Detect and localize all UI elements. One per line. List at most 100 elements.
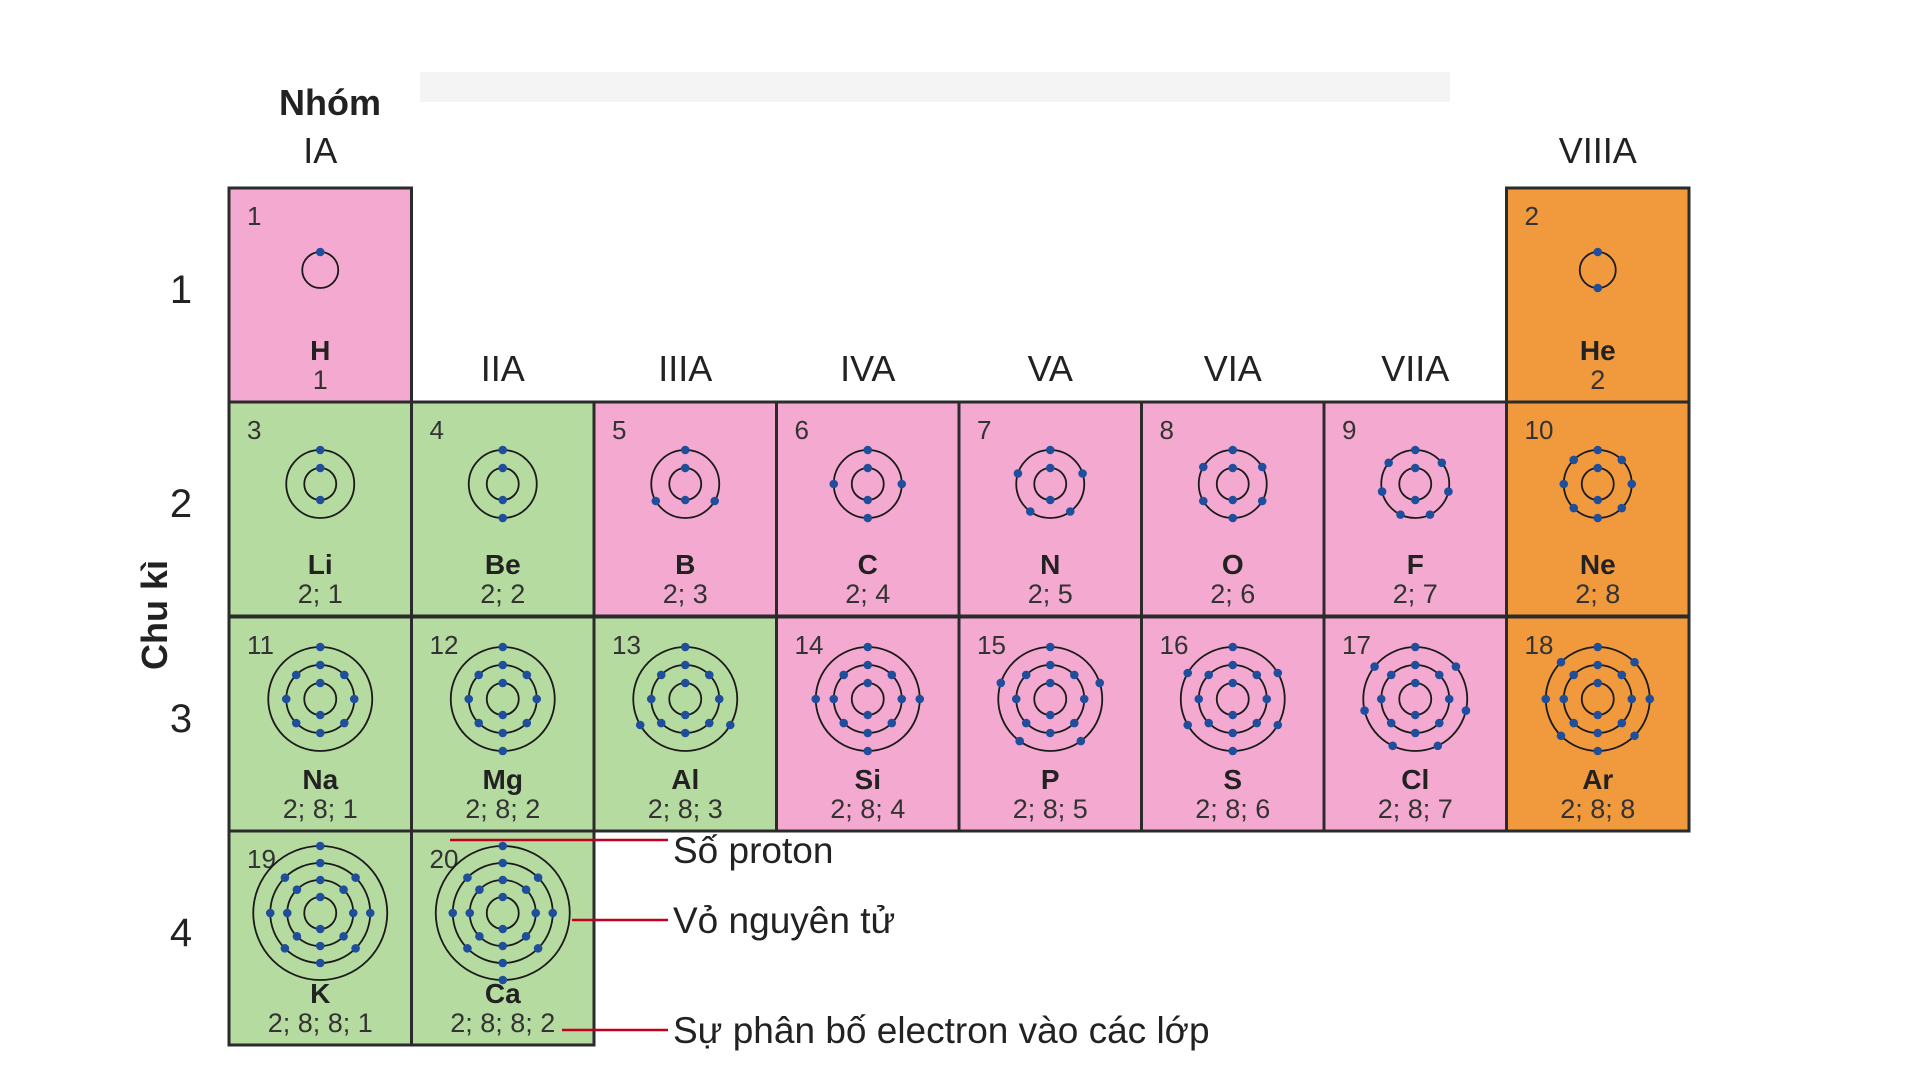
period-label-2: 2 — [170, 482, 192, 526]
electron-dot — [1360, 706, 1369, 715]
electron-dot — [656, 670, 666, 680]
atomic-number: 14 — [795, 630, 824, 660]
element-cell-h: 1H1 — [227, 186, 413, 404]
element-cell-s: 16 S2; 8; 6 — [1140, 615, 1326, 833]
element-cell-ar: 18 Ar2; 8; 8 — [1505, 615, 1691, 833]
electron-dot — [635, 720, 645, 730]
electron-dot — [863, 660, 873, 670]
electron-dot — [1377, 487, 1387, 496]
electron-dot — [863, 746, 873, 756]
electron-dot — [1461, 706, 1471, 715]
electron-dot — [498, 975, 508, 985]
electron-dot — [365, 908, 375, 918]
element-symbol: Ar — [1582, 764, 1613, 795]
electron-dot — [1384, 458, 1393, 468]
electron-dot — [1410, 660, 1420, 670]
cell-background — [1505, 615, 1691, 833]
element-symbol: S — [1223, 764, 1242, 795]
electron-dot — [680, 678, 690, 688]
electron-dot — [315, 941, 325, 951]
electron-dot — [1593, 445, 1603, 455]
electron-dot — [281, 694, 291, 704]
electron-dot — [533, 873, 543, 882]
electron-dot — [351, 944, 360, 953]
electron-dot — [863, 710, 873, 720]
electron-dot — [1076, 736, 1086, 746]
electron-configuration: 2; 8; 8 — [1560, 794, 1635, 824]
electron-dot — [1593, 746, 1603, 756]
atomic-number: 20 — [430, 844, 459, 874]
electron-dot — [1273, 720, 1283, 730]
atom-model-icon — [1377, 445, 1453, 519]
electron-dot — [1556, 731, 1566, 741]
electron-dot — [1593, 495, 1603, 505]
electron-dot — [1079, 694, 1089, 704]
group-labels: IA IIA IIIA IVA VA VIA VIIA VIIIA — [303, 130, 1637, 389]
electron-dot — [680, 660, 690, 670]
electron-dot — [887, 718, 897, 728]
electron-dot — [1410, 678, 1420, 688]
atom-model-icon — [267, 642, 374, 752]
electron-dot — [1617, 670, 1627, 680]
electron-dot — [1252, 718, 1262, 728]
annotation-distribution: Sự phân bố electron vào các lớp — [673, 1010, 1210, 1051]
atomic-number: 12 — [430, 630, 459, 660]
electron-dot — [522, 670, 532, 680]
electron-dot — [315, 445, 325, 455]
electron-dot — [1541, 694, 1551, 704]
electron-dot — [1396, 510, 1405, 519]
element-symbol: Li — [308, 549, 333, 580]
cell-background — [227, 400, 413, 618]
electron-dot — [1228, 728, 1238, 738]
electron-dot — [280, 873, 290, 882]
element-symbol: O — [1222, 549, 1244, 580]
electron-dot — [1556, 657, 1566, 667]
electron-dot — [646, 694, 656, 704]
atom-model-icon — [1197, 445, 1268, 523]
atomic-number: 19 — [247, 844, 276, 874]
electron-dot — [498, 445, 508, 455]
electron-dot — [839, 670, 849, 680]
electron-dot — [863, 495, 873, 505]
electron-dot — [1410, 463, 1420, 473]
electron-dot — [498, 710, 508, 720]
electron-dot — [1617, 718, 1627, 728]
atom-model-icon — [285, 445, 356, 519]
element-symbol: Cl — [1401, 764, 1429, 795]
electron-dot — [1593, 463, 1603, 473]
atom-model-icon — [449, 642, 556, 756]
element-symbol: C — [858, 549, 878, 580]
electron-dot — [498, 841, 508, 851]
electron-dot — [265, 908, 275, 918]
atomic-number: 5 — [612, 415, 626, 445]
electron-configuration: 2; 8; 3 — [648, 794, 723, 824]
group-label-iia: IIA — [481, 348, 525, 389]
element-symbol: H — [310, 335, 330, 366]
electron-dot — [1593, 283, 1603, 293]
electron-dot — [282, 908, 292, 918]
electron-dot — [463, 873, 472, 882]
electron-dot — [498, 642, 508, 652]
electron-dot — [725, 720, 735, 730]
element-cell-k: 19 K2; 8; 8; 1 — [227, 829, 413, 1047]
electron-configuration: 2; 8; 5 — [1013, 794, 1088, 824]
atom-model-icon — [811, 642, 925, 756]
electron-dot — [1095, 678, 1105, 688]
electron-dot — [465, 908, 475, 918]
electron-dot — [829, 479, 839, 489]
atom-model-icon — [632, 642, 739, 752]
electron-configuration: 2 — [1590, 365, 1605, 395]
element-symbol: P — [1041, 764, 1060, 795]
group-label-viiia: VIIIA — [1559, 130, 1637, 171]
electron-dot — [464, 694, 474, 704]
period-label-3: 3 — [170, 697, 192, 741]
atom-model-icon — [1541, 642, 1655, 756]
cell-background — [1505, 186, 1691, 404]
element-symbol: K — [310, 978, 330, 1009]
electron-dot — [498, 495, 508, 505]
electron-dot — [1228, 710, 1238, 720]
electron-dot — [315, 642, 325, 652]
electron-configuration: 1 — [313, 365, 328, 395]
atom-model-icon — [252, 841, 389, 981]
cell-background — [410, 400, 596, 618]
